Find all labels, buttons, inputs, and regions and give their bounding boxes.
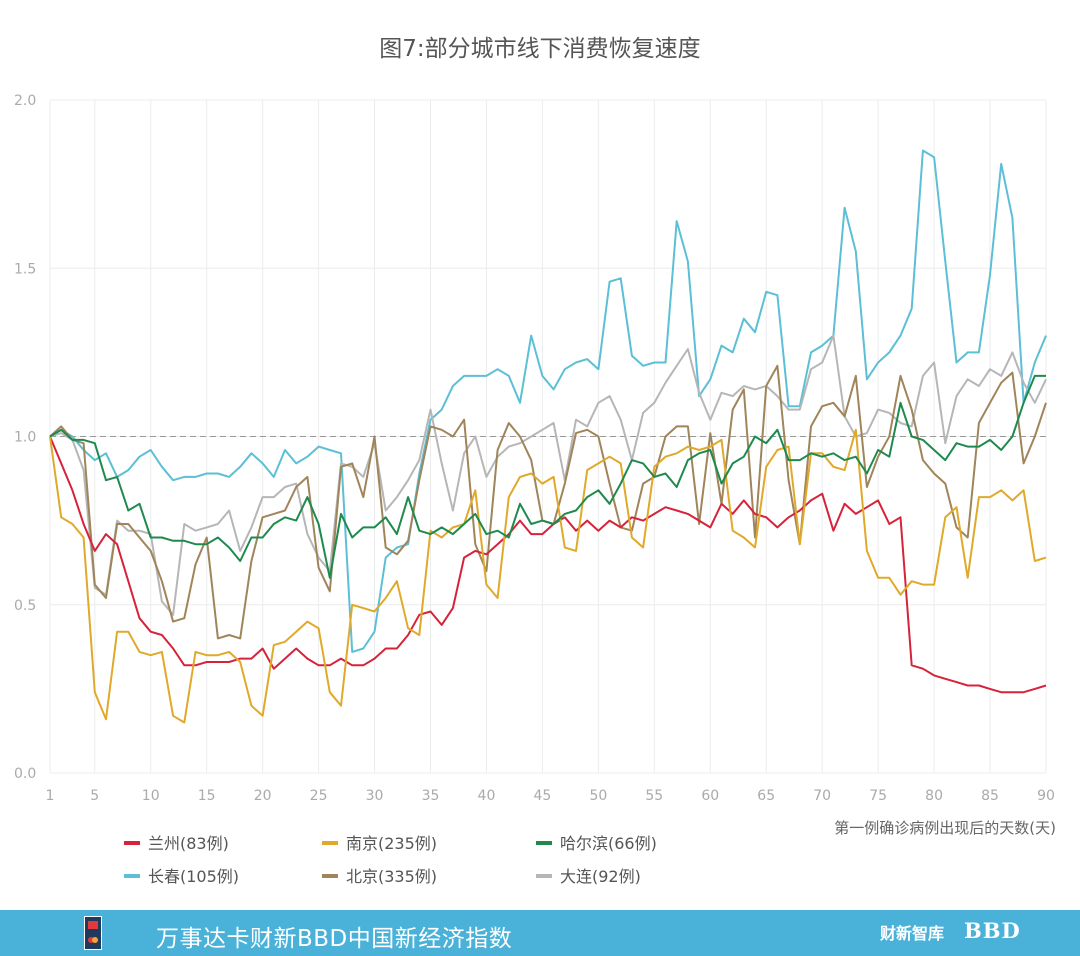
chart-area: 图7:部分城市线下消费恢复速度 0.00.51.01.52.0 1 5 10 15 20… <box>14 36 1056 886</box>
legend-label: 哈尔滨(66例) <box>560 834 657 853</box>
legend-label: 兰州(83例) <box>148 834 229 853</box>
x-tick-label: 50 <box>589 788 607 804</box>
x-tick-label: 5 <box>90 788 99 804</box>
series-line-4 <box>49 364 1047 640</box>
x-tick-label: 90 <box>1037 788 1055 804</box>
y-tick-label: 0.5 <box>14 598 36 614</box>
x-tick-label: 10 <box>142 788 160 804</box>
series-lines <box>49 149 1047 724</box>
series-line-0 <box>49 436 1047 694</box>
footer-bar: 万事达卡财新BBD中国新经济指数 财新智库 BBD <box>0 910 1080 956</box>
x-tick-label: 1 <box>46 788 55 804</box>
x-tick-label: 55 <box>645 788 663 804</box>
legend-label: 北京(335例) <box>346 867 437 886</box>
series-line-2 <box>49 374 1046 579</box>
x-tick-label: 65 <box>757 788 775 804</box>
grid <box>49 99 1047 774</box>
series-line-1 <box>49 428 1047 724</box>
caixin-brand: 财新智库 <box>880 924 945 943</box>
footer-title: 万事达卡财新BBD中国新经济指数 <box>156 926 513 952</box>
x-tick-label: 15 <box>198 788 216 804</box>
x-tick-label: 45 <box>533 788 551 804</box>
legend-label: 南京(235例) <box>346 834 437 853</box>
x-axis: 1 5 10 15 20 25 30 35 40 45 50 55 60 65 70 75 80 85 90 <box>46 788 1055 804</box>
x-tick-label: 60 <box>701 788 719 804</box>
y-axis: 0.0 0.5 1.0 1.5 2.0 <box>14 93 36 782</box>
series-line-3 <box>49 149 1047 653</box>
x-axis-label: 第一例确诊病例出现后的天数(天) <box>834 819 1056 837</box>
x-tick-label: 80 <box>925 788 943 804</box>
x-tick-label: 25 <box>310 788 328 804</box>
legend-label: 大连(92例) <box>560 867 641 886</box>
y-tick-label: 2.0 <box>14 93 36 109</box>
x-tick-label: 40 <box>478 788 496 804</box>
y-tick-label: 1.0 <box>14 430 36 446</box>
bbd-brand: BBD <box>964 918 1021 943</box>
chart-title: 图7:部分城市线下消费恢复速度 <box>379 36 700 62</box>
x-tick-label: 85 <box>981 788 999 804</box>
legend: 兰州(83例) 南京(235例) 哈尔滨(66例) 长春(105例) 北京(335例) 大… <box>124 834 657 886</box>
legend-label: 长春(105例) <box>148 867 239 886</box>
y-tick-label: 1.5 <box>14 261 36 277</box>
x-tick-label: 30 <box>366 788 384 804</box>
series-line-5 <box>49 334 1047 616</box>
x-tick-label: 75 <box>869 788 887 804</box>
y-tick-label: 0.0 <box>14 766 36 782</box>
x-tick-label: 35 <box>422 788 440 804</box>
index-logo-icon <box>84 916 102 950</box>
x-tick-label: 20 <box>254 788 272 804</box>
x-tick-label: 70 <box>813 788 831 804</box>
